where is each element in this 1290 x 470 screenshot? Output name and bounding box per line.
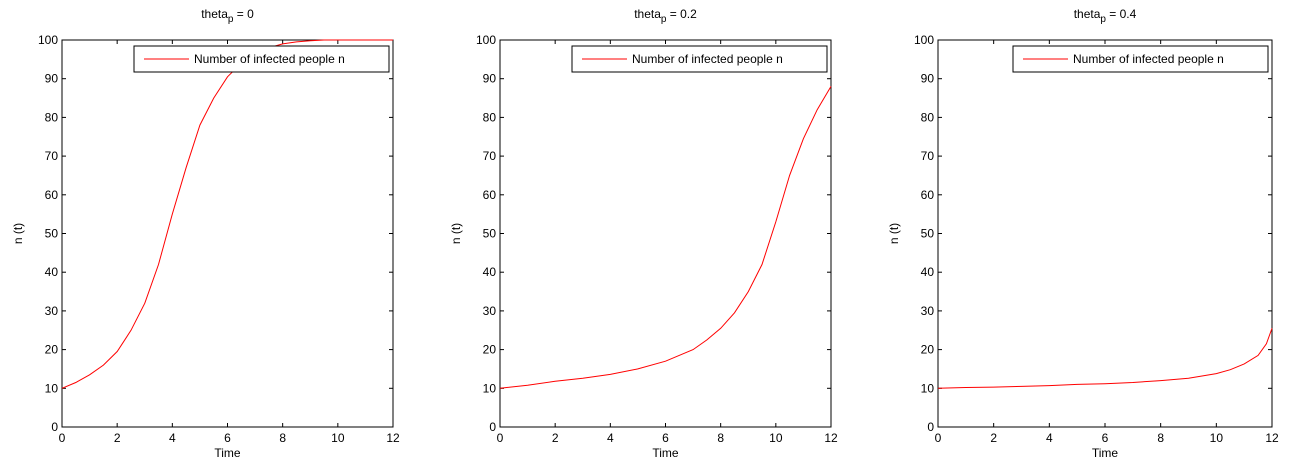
y-tick-label: 0 <box>489 420 496 434</box>
x-tick-label: 0 <box>497 431 504 445</box>
y-tick-label: 0 <box>51 420 58 434</box>
legend-entry: Number of infected people n <box>632 52 783 66</box>
y-tick-label: 20 <box>921 343 935 357</box>
y-tick-label: 80 <box>921 110 935 124</box>
axes-box <box>61 39 394 428</box>
chart-panel-2: 0 2 4 6 8 10 12 0 10 20 30 40 50 60 70 80 90 100 thetap = … <box>449 7 838 460</box>
y-tick-label: 70 <box>45 149 59 163</box>
y-tick-label: 50 <box>483 227 497 241</box>
x-tick-label: 12 <box>386 431 400 445</box>
x-tick-label: 8 <box>1157 431 1164 445</box>
title-subscript: p <box>1100 14 1106 25</box>
title-main: theta <box>201 7 228 21</box>
x-tick-label: 10 <box>769 431 783 445</box>
y-tick-label: 10 <box>921 381 935 395</box>
y-tick-label: 90 <box>45 72 59 86</box>
y-tick-label: 60 <box>483 188 497 202</box>
y-tick-label: 30 <box>45 304 59 318</box>
axes-box <box>937 39 1273 428</box>
y-tick-label: 60 <box>921 188 935 202</box>
title-subscript: p <box>228 14 234 25</box>
legend: Number of infected people n <box>133 45 390 73</box>
legend: Number of infected people n <box>571 45 828 73</box>
y-tick-label: 40 <box>483 265 497 279</box>
x-tick-label: 12 <box>1265 431 1279 445</box>
chart-title: thetap = 0.4 <box>1074 7 1137 25</box>
x-tick-label: 0 <box>935 431 942 445</box>
y-tick-label: 10 <box>45 381 59 395</box>
series-line-1 <box>61 39 393 389</box>
y-tick-label: 100 <box>476 33 496 47</box>
x-tick-label: 4 <box>169 431 176 445</box>
x-tick-label: 4 <box>1046 431 1053 445</box>
y-tick-label: 90 <box>921 72 935 86</box>
y-tick-label: 0 <box>927 420 934 434</box>
x-tick-label: 2 <box>990 431 997 445</box>
x-axis-label: Time <box>214 446 241 460</box>
title-main: theta <box>634 7 661 21</box>
x-axis-label: Time <box>1092 446 1119 460</box>
y-tick-label: 70 <box>921 149 935 163</box>
legend-entry: Number of infected people n <box>1073 52 1224 66</box>
y-axis-label: n (t) <box>11 223 25 244</box>
x-tick-label: 10 <box>331 431 345 445</box>
chart-title: thetap = 0.2 <box>634 7 697 25</box>
title-suffix: = 0.4 <box>1106 7 1137 21</box>
y-tick-label: 40 <box>45 265 59 279</box>
x-tick-label: 2 <box>552 431 559 445</box>
chart-panel-3: 0 2 4 6 8 10 12 0 10 20 30 40 50 60 70 80 90 100 thetap = … <box>887 7 1279 460</box>
title-suffix: = 0.2 <box>666 7 697 21</box>
y-tick-label: 80 <box>483 110 497 124</box>
y-tick-label: 50 <box>45 227 59 241</box>
y-tick-label: 100 <box>38 33 58 47</box>
x-tick-label: 0 <box>59 431 66 445</box>
series-line-1 <box>499 86 832 389</box>
y-tick-label: 30 <box>483 304 497 318</box>
title-main: theta <box>1074 7 1101 21</box>
y-tick-label: 10 <box>483 381 497 395</box>
chart-title: thetap = 0 <box>201 7 254 25</box>
axes-box <box>499 39 832 428</box>
y-tick-label: 30 <box>921 304 935 318</box>
title-suffix: = 0 <box>233 7 254 21</box>
y-tick-label: 80 <box>45 110 59 124</box>
x-tick-label: 8 <box>279 431 286 445</box>
y-tick-label: 50 <box>921 227 935 241</box>
y-tick-label: 40 <box>921 265 935 279</box>
y-tick-label: 20 <box>483 343 497 357</box>
y-axis-label: n (t) <box>887 223 901 244</box>
x-tick-label: 8 <box>717 431 724 445</box>
x-tick-label: 2 <box>114 431 121 445</box>
x-tick-label: 6 <box>662 431 669 445</box>
title-subscript: p <box>661 14 667 25</box>
y-tick-label: 60 <box>45 188 59 202</box>
x-tick-label: 4 <box>607 431 614 445</box>
legend: Number of infected people n <box>1012 45 1269 73</box>
x-axis-label: Time <box>652 446 679 460</box>
y-tick-label: 20 <box>45 343 59 357</box>
y-tick-label: 70 <box>483 149 497 163</box>
legend-entry: Number of infected people n <box>194 52 345 66</box>
x-tick-label: 10 <box>1210 431 1224 445</box>
y-axis-label: n (t) <box>449 223 463 244</box>
y-tick-label: 100 <box>914 33 934 47</box>
chart-panel-1: 0 2 4 6 8 10 12 0 10 20 30 40 50 60 70 80 90 100 thetap = … <box>11 7 400 460</box>
x-tick-label: 6 <box>224 431 231 445</box>
y-tick-label: 90 <box>483 72 497 86</box>
x-tick-label: 6 <box>1102 431 1109 445</box>
series-line-1 <box>937 328 1273 389</box>
x-tick-label: 12 <box>824 431 838 445</box>
